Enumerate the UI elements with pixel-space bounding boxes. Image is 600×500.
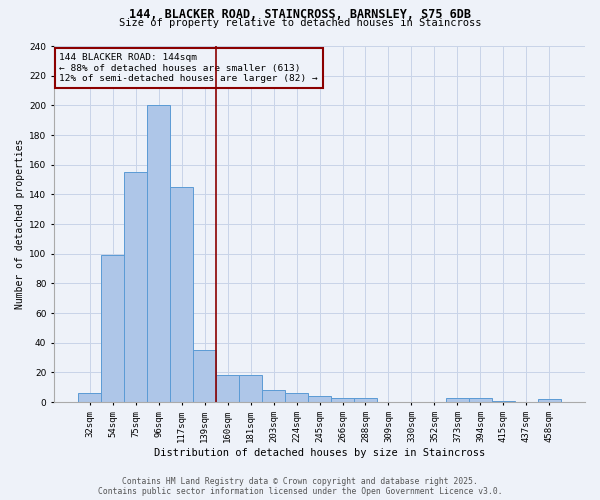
Bar xyxy=(538,399,561,402)
Text: Size of property relative to detached houses in Staincross: Size of property relative to detached ho… xyxy=(119,18,481,28)
Text: 144, BLACKER ROAD, STAINCROSS, BARNSLEY, S75 6DB: 144, BLACKER ROAD, STAINCROSS, BARNSLEY,… xyxy=(129,8,471,21)
Bar xyxy=(147,106,170,402)
Bar xyxy=(78,393,101,402)
Bar xyxy=(469,398,492,402)
Y-axis label: Number of detached properties: Number of detached properties xyxy=(15,139,25,309)
Bar xyxy=(193,350,216,402)
Bar xyxy=(124,172,147,402)
Bar xyxy=(239,376,262,402)
Bar xyxy=(308,396,331,402)
Bar xyxy=(170,187,193,402)
Bar xyxy=(216,376,239,402)
Bar xyxy=(101,255,124,402)
Bar xyxy=(354,398,377,402)
Text: 144 BLACKER ROAD: 144sqm
← 88% of detached houses are smaller (613)
12% of semi-: 144 BLACKER ROAD: 144sqm ← 88% of detach… xyxy=(59,53,318,83)
Bar xyxy=(285,393,308,402)
Bar xyxy=(492,400,515,402)
Bar xyxy=(262,390,285,402)
Text: Contains HM Land Registry data © Crown copyright and database right 2025.
Contai: Contains HM Land Registry data © Crown c… xyxy=(98,476,502,496)
Bar xyxy=(331,398,354,402)
X-axis label: Distribution of detached houses by size in Staincross: Distribution of detached houses by size … xyxy=(154,448,485,458)
Bar xyxy=(446,398,469,402)
